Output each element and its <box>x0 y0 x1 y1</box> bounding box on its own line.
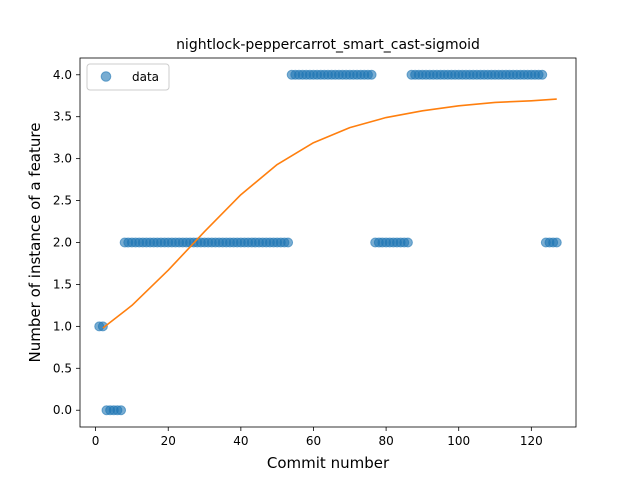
data-point <box>116 405 127 416</box>
x-tick-label: 100 <box>447 434 470 448</box>
y-tick-label: 2.0 <box>53 236 72 250</box>
legend-marker-data <box>100 71 112 82</box>
x-tick-label: 20 <box>161 434 176 448</box>
axes-frame <box>79 57 577 428</box>
series-layer <box>94 69 562 416</box>
data-point <box>366 69 377 80</box>
sigmoid-fit-line <box>102 98 557 329</box>
x-axis-label: Commit number <box>267 454 390 472</box>
chart-title: nightlock-peppercarrot_smart_cast-sigmoi… <box>176 37 480 53</box>
x-tick-label: 0 <box>92 434 100 448</box>
legend: data <box>86 63 170 91</box>
data-point <box>537 69 548 80</box>
y-tick-label: 4.0 <box>53 68 72 82</box>
y-tick-label: 1.0 <box>53 319 72 333</box>
y-tick-label: 2.5 <box>53 194 72 208</box>
x-tick-label: 60 <box>306 434 321 448</box>
legend-box <box>86 63 170 91</box>
x-tick-label: 80 <box>378 434 393 448</box>
y-tick-label: 0.0 <box>53 403 72 417</box>
data-point <box>283 237 294 248</box>
y-axis-ticks: 0.0 0.5 1.0 1.5 2.0 2.5 3.0 3.5 4.0 <box>53 68 80 417</box>
y-tick-label: 3.5 <box>53 110 72 124</box>
y-tick-label: 3.0 <box>53 152 72 166</box>
data-point <box>97 321 108 332</box>
x-tick-label: 40 <box>233 434 248 448</box>
data-point <box>402 237 413 248</box>
x-tick-label: 120 <box>520 434 543 448</box>
data-point <box>551 237 562 248</box>
legend-label-data: data <box>132 70 159 84</box>
y-axis-label: Number of instance of a feature <box>26 123 44 363</box>
x-axis-ticks: 0 20 40 60 80 100 120 <box>92 427 543 448</box>
y-tick-label: 1.5 <box>53 277 72 291</box>
y-tick-label: 0.5 <box>53 361 72 375</box>
